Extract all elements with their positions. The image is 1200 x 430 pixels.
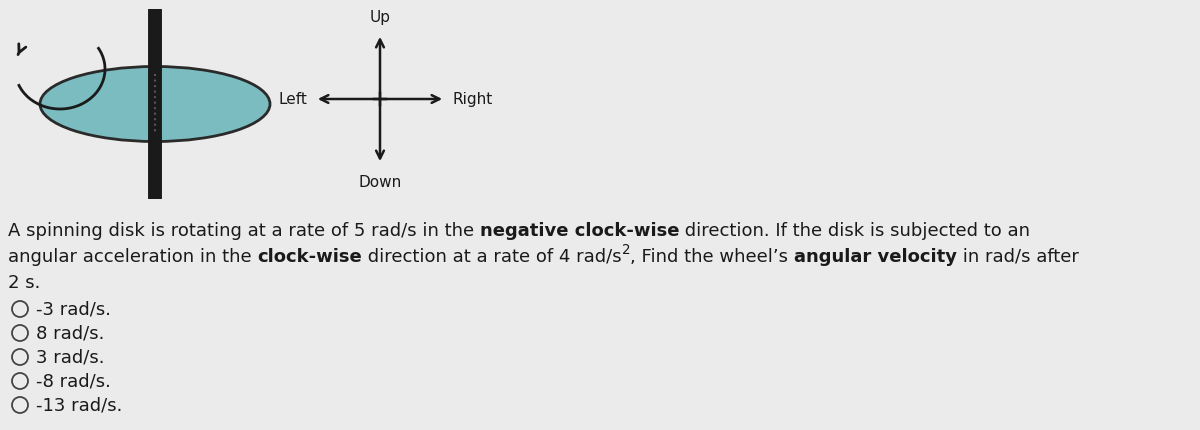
Text: angular velocity: angular velocity (794, 247, 958, 265)
Text: , Find the wheel’s: , Find the wheel’s (630, 247, 794, 265)
Text: clock-wise: clock-wise (257, 247, 362, 265)
Text: Left: Left (278, 92, 307, 107)
Text: 3 rad/s.: 3 rad/s. (36, 348, 104, 366)
Text: Right: Right (454, 92, 493, 107)
Text: 8 rad/s.: 8 rad/s. (36, 324, 104, 342)
Text: -13 rad/s.: -13 rad/s. (36, 396, 122, 414)
Text: Up: Up (370, 10, 390, 25)
Text: angular acceleration in the: angular acceleration in the (8, 247, 257, 265)
Text: direction. If the disk is subjected to an: direction. If the disk is subjected to a… (679, 221, 1031, 240)
Text: in rad/s after: in rad/s after (958, 247, 1079, 265)
Text: 2 s.: 2 s. (8, 273, 41, 291)
Text: Down: Down (359, 175, 402, 190)
Text: -8 rad/s.: -8 rad/s. (36, 372, 110, 390)
Ellipse shape (40, 68, 270, 142)
Text: negative clock-wise: negative clock-wise (480, 221, 679, 240)
Text: 2: 2 (622, 243, 630, 256)
Text: A spinning disk is rotating at a rate of 5 rad/s in the: A spinning disk is rotating at a rate of… (8, 221, 480, 240)
Text: -3 rad/s.: -3 rad/s. (36, 300, 112, 318)
Text: direction at a rate of 4 rad/s: direction at a rate of 4 rad/s (362, 247, 622, 265)
